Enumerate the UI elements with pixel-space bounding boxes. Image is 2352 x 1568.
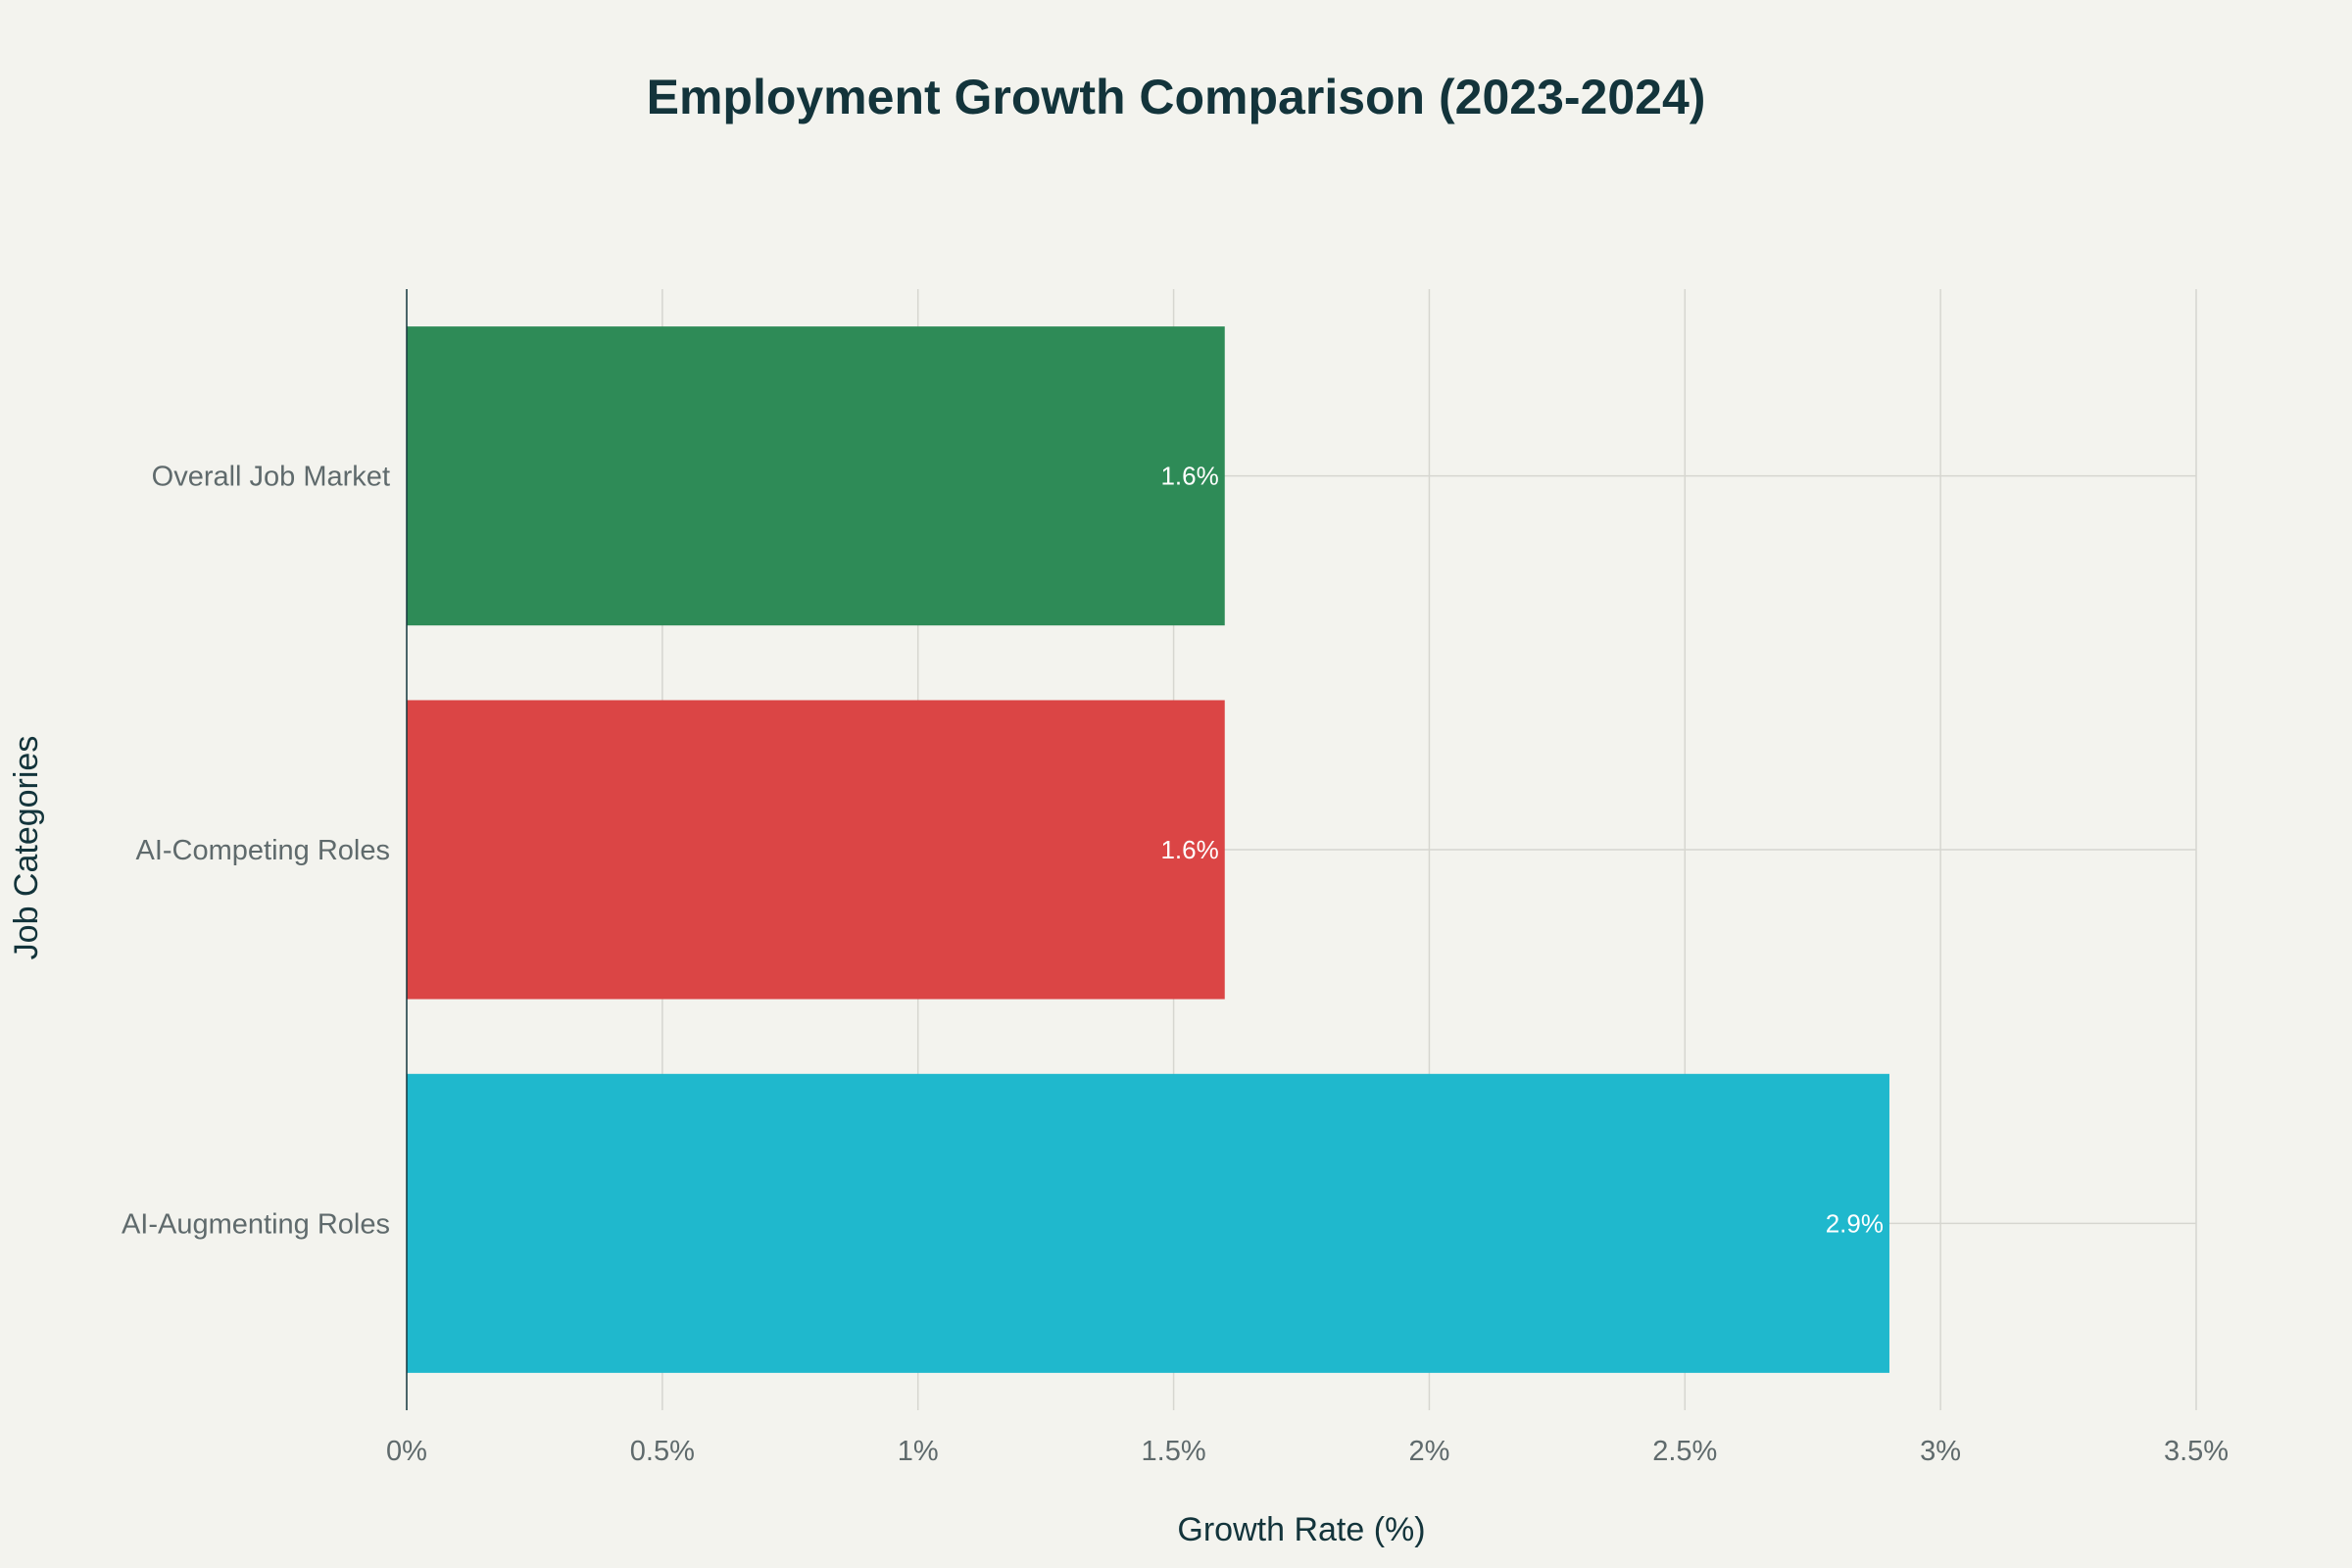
x-tick-label: 1% <box>898 1436 939 1467</box>
y-tick-label: Overall Job Market <box>152 462 390 493</box>
bars: 1.6% 1.6% 2.9% <box>407 326 1889 1373</box>
x-axis-ticks: 0% 0.5% 1% 1.5% 2% 2.5% 3% 3.5% <box>386 1436 2229 1467</box>
x-tick-label: 3% <box>1920 1436 1961 1467</box>
bar-value-label: 1.6% <box>1160 462 1218 491</box>
x-tick-label: 0% <box>386 1436 427 1467</box>
bar <box>407 700 1225 1000</box>
x-tick-label: 3.5% <box>2164 1436 2229 1467</box>
x-tick-label: 0.5% <box>630 1436 695 1467</box>
bar-value-label: 1.6% <box>1160 835 1218 864</box>
y-axis-ticks: Overall Job Market AI-Competing Roles AI-A… <box>122 462 390 1241</box>
bar-value-label: 2.9% <box>1826 1208 1884 1238</box>
y-axis-title: Job Categories <box>8 736 45 960</box>
x-tick-label: 2% <box>1408 1436 1449 1467</box>
x-axis-title: Growth Rate (%) <box>1177 1511 1425 1548</box>
bar <box>407 326 1225 626</box>
y-tick-label: AI-Competing Roles <box>136 835 391 866</box>
x-tick-label: 2.5% <box>1652 1436 1717 1467</box>
y-tick-label: AI-Augmenting Roles <box>122 1208 390 1240</box>
chart-title: Employment Growth Comparison (2023-2024) <box>647 70 1706 124</box>
bar <box>407 1073 1889 1373</box>
x-tick-label: 1.5% <box>1142 1436 1206 1467</box>
